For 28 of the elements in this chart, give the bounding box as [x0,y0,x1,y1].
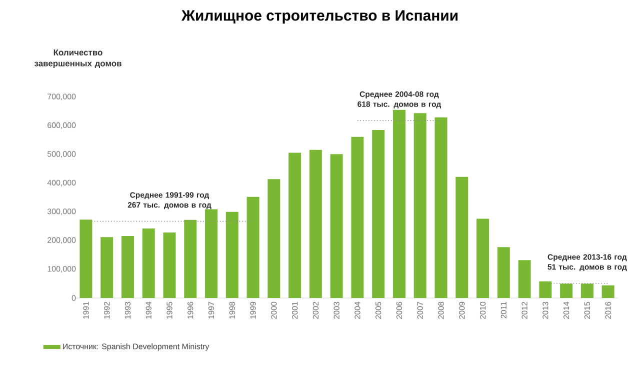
bar [497,247,510,298]
bar [268,179,280,298]
bar [414,113,426,298]
bar [434,117,448,298]
bar [372,130,385,298]
bar [392,110,406,298]
bar [602,285,614,298]
bar [351,136,364,298]
bar [163,232,176,298]
bar [518,260,531,298]
bar [560,284,573,298]
chart-title: Жилищное строительство в Испании [181,10,458,24]
bar [309,150,322,298]
bar [80,220,92,298]
bar [330,154,343,298]
bar [226,212,238,298]
bar [580,284,594,298]
y-axis-title: Количество завершенных домов [34,50,122,68]
bar [539,281,552,298]
bar [184,220,197,298]
bar [476,218,490,298]
bar [100,237,114,298]
bar [121,236,134,298]
bar [246,196,260,298]
bar [205,209,218,298]
bar [456,176,468,298]
bar [288,152,302,298]
bar [142,228,155,298]
